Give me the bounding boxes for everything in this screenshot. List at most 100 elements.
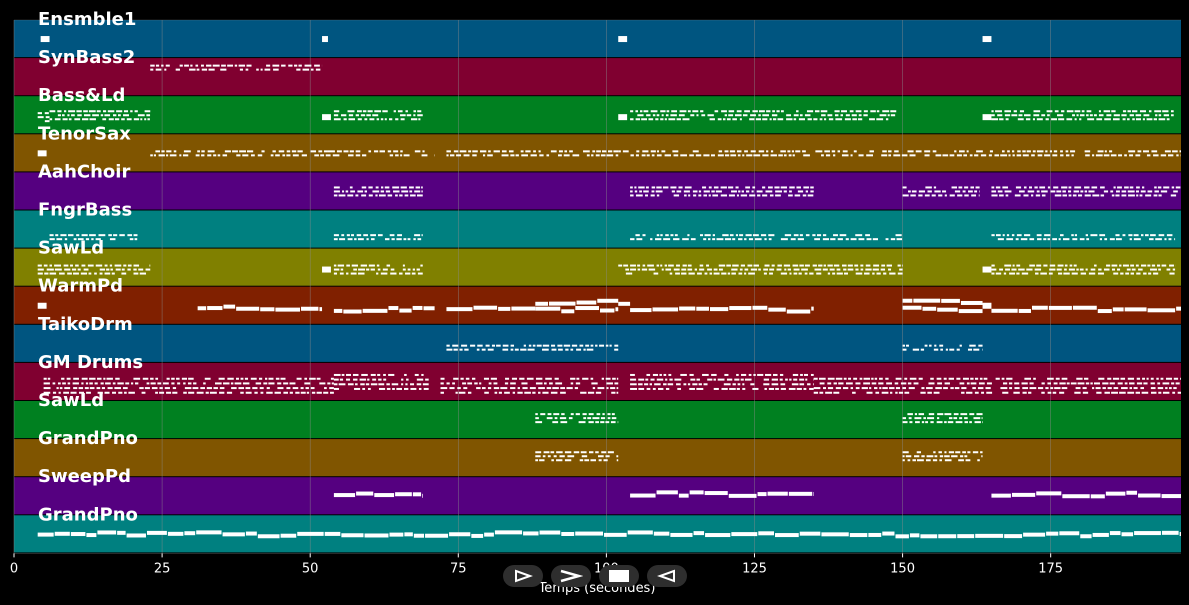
note-block	[762, 118, 768, 121]
note-block	[1134, 531, 1161, 536]
note-block	[196, 530, 222, 535]
note-block	[668, 118, 676, 121]
note-block	[286, 150, 291, 153]
stop-button[interactable]	[599, 565, 639, 587]
note-block	[962, 451, 966, 454]
play-button[interactable]	[503, 565, 543, 587]
note-block	[708, 186, 712, 189]
note-block	[1157, 186, 1162, 189]
note-block	[830, 238, 836, 241]
note-block	[578, 421, 586, 424]
note-block	[1171, 186, 1175, 189]
note-block	[319, 382, 326, 385]
note-block	[421, 190, 423, 193]
note-block	[980, 154, 987, 157]
note-block	[1111, 268, 1116, 271]
note-block	[256, 68, 259, 71]
note-block	[404, 387, 409, 390]
note-block	[310, 150, 317, 153]
note-block	[1135, 154, 1141, 157]
track-lane	[14, 439, 1181, 477]
note-block	[584, 459, 590, 462]
note-block	[1163, 186, 1170, 189]
note-block	[487, 154, 493, 157]
note-block	[294, 64, 298, 67]
note-block	[333, 186, 340, 189]
stop-square-icon	[609, 570, 629, 582]
note-block	[1125, 272, 1130, 275]
note-block	[713, 387, 719, 390]
note-block	[1126, 490, 1138, 495]
note-block	[678, 186, 683, 189]
forward-button[interactable]	[551, 565, 591, 587]
note-block	[740, 264, 745, 267]
note-block	[37, 150, 47, 157]
note-block	[1060, 150, 1063, 153]
note-block	[288, 64, 293, 67]
note-block	[874, 377, 878, 380]
note-block	[163, 382, 169, 385]
note-block	[490, 377, 497, 380]
note-block	[1175, 186, 1181, 189]
note-block	[1026, 150, 1031, 153]
note-block	[683, 383, 687, 386]
note-block	[467, 391, 472, 394]
note-block	[1037, 387, 1044, 390]
note-block	[399, 272, 403, 275]
note-block	[417, 238, 422, 241]
note-block	[1047, 114, 1050, 117]
note-block	[724, 238, 732, 241]
note-block	[1026, 268, 1033, 271]
note-block	[989, 150, 993, 153]
note-block	[983, 377, 988, 380]
note-block	[1131, 110, 1138, 113]
note-block	[912, 459, 916, 462]
note-block	[1145, 194, 1152, 197]
note-block	[359, 378, 367, 381]
note-block	[649, 383, 652, 386]
note-block	[121, 118, 125, 121]
note-block	[975, 533, 1004, 538]
note-block	[786, 114, 792, 117]
note-block	[786, 309, 811, 314]
note-block	[634, 186, 637, 189]
note-block	[351, 264, 358, 267]
note-block	[622, 150, 629, 153]
note-block	[656, 194, 660, 197]
note-block	[579, 459, 584, 462]
note-block	[177, 382, 181, 385]
note-block	[201, 68, 208, 71]
note-block	[565, 348, 569, 351]
note-block	[851, 114, 857, 117]
note-block	[959, 417, 963, 420]
note-block	[1169, 264, 1174, 267]
note-block	[245, 531, 257, 536]
note-block	[882, 531, 895, 536]
note-block	[678, 114, 685, 117]
note-block	[920, 348, 925, 351]
note-block	[355, 194, 359, 197]
note-block	[1092, 154, 1095, 157]
note-block	[150, 64, 155, 67]
note-block	[981, 455, 983, 458]
note-block	[37, 302, 47, 309]
note-block	[1008, 154, 1011, 157]
note-block	[134, 110, 138, 113]
note-block	[967, 348, 973, 351]
note-block	[139, 387, 144, 390]
note-block	[1136, 272, 1141, 275]
note-block	[837, 238, 843, 241]
note-block	[995, 186, 1001, 189]
note-block	[1165, 377, 1173, 380]
note-block	[977, 387, 984, 390]
note-block	[535, 421, 543, 424]
note-block	[109, 238, 116, 241]
note-block	[906, 344, 909, 347]
note-block	[304, 377, 308, 380]
note-block	[234, 64, 238, 67]
note-block	[600, 154, 606, 157]
note-block	[1000, 154, 1008, 157]
note-block	[997, 238, 1004, 241]
reverse-button[interactable]	[647, 565, 687, 587]
note-block	[962, 377, 969, 380]
